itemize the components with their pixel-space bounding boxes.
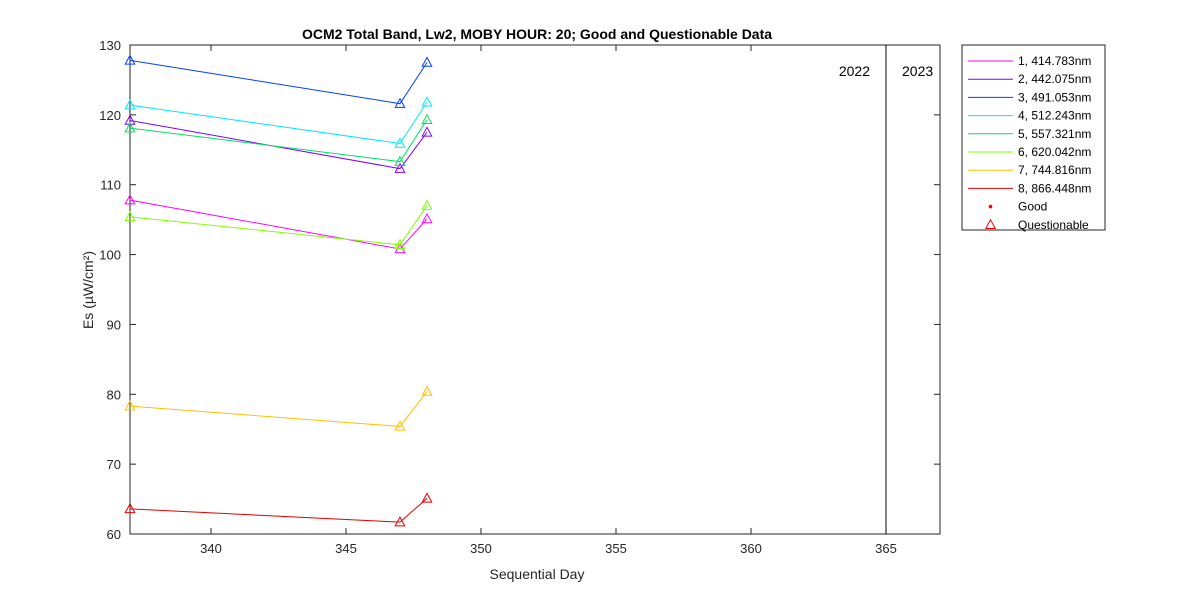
data-point-marker [394, 137, 406, 148]
y-tick-label: 110 [100, 178, 121, 193]
data-point-marker [124, 194, 136, 205]
x-tick-label: 365 [875, 541, 897, 556]
data-point-marker [394, 238, 406, 250]
data-point-marker [421, 56, 433, 67]
data-point-marker [394, 420, 406, 431]
legend: 1, 414.783nm 2, 442.075nm 3, 491.053nm 4, 5… [961, 44, 1106, 232]
data-point-marker [124, 210, 136, 222]
x-tick-label: 340 [200, 541, 222, 556]
data-point-marker [124, 99, 136, 110]
legend-label-7: 7, 744.816nm [1018, 163, 1091, 177]
plot-frame [129, 44, 941, 535]
legend-label-1: 1, 414.783nm [1018, 54, 1091, 68]
x-tick-label: 355 [605, 541, 627, 556]
chart-title: OCM2 Total Band, Lw2, MOBY HOUR: 20; Goo… [302, 26, 772, 42]
series-line [129, 119, 428, 170]
legend-label-5: 5, 557.321nm [1018, 127, 1091, 141]
data-point-marker [421, 96, 433, 107]
data-point-marker [421, 212, 433, 224]
series-line [129, 59, 428, 105]
y-tick-label: 90 [107, 317, 121, 332]
y-tick-label: 60 [107, 527, 121, 542]
x-tick-label: 360 [740, 541, 762, 556]
legend-good-marker [988, 204, 993, 209]
x-axis-label: Sequential Day [490, 566, 585, 582]
legend-label-3: 3, 491.053nm [1018, 90, 1091, 104]
y-tick-label: 70 [107, 457, 121, 472]
legend-box [961, 44, 1106, 231]
y-tick-label: 120 [99, 108, 121, 123]
data-point-marker [421, 492, 433, 503]
series-6 [124, 199, 433, 250]
legend-label-8: 8, 866.448nm [1018, 181, 1091, 195]
series-5 [124, 113, 433, 166]
data-point-marker [421, 126, 433, 137]
x-tick-label: 350 [470, 541, 492, 556]
data-point-marker [421, 385, 433, 396]
y-tick-label: 130 [99, 38, 121, 53]
data-point-marker [394, 516, 406, 527]
legend-label-6: 6, 620.042nm [1018, 145, 1091, 159]
data-point-marker [124, 122, 136, 133]
series-4 [124, 96, 433, 148]
legend-label-good: Good [1018, 200, 1047, 214]
series-7 [124, 385, 433, 431]
data-point-marker [394, 162, 406, 173]
series-layer [124, 54, 433, 527]
y-tick-label: 100 [99, 248, 121, 263]
series-line [129, 102, 428, 145]
series-2 [124, 114, 433, 173]
data-point-marker [124, 502, 136, 514]
data-point-marker [394, 155, 406, 166]
legend-label-questionable: Questionable [1018, 218, 1089, 232]
x-tick-label: 345 [335, 541, 357, 556]
year-divider: 2022 2023 [839, 45, 933, 534]
data-point-marker [124, 114, 136, 125]
axis-ticks: 340 345 350 355 360 365 60 70 80 90 100 110 120 130 [99, 38, 940, 556]
year-label-2022: 2022 [839, 63, 870, 79]
series-3 [124, 54, 433, 108]
series-line [129, 119, 428, 163]
series-line [129, 391, 428, 427]
legend-label-4: 4, 512.243nm [1018, 109, 1091, 123]
y-tick-label: 80 [107, 387, 121, 402]
data-point-marker [421, 113, 433, 124]
legend-questionable-marker [984, 218, 997, 230]
series-8 [124, 492, 433, 527]
data-point-marker [394, 97, 406, 108]
data-point-marker [124, 400, 136, 411]
series-line [129, 205, 428, 246]
y-axis-label: Es (µW/cm²) [80, 251, 96, 329]
legend-label-2: 2, 442.075nm [1018, 72, 1091, 86]
year-label-2023: 2023 [902, 63, 933, 79]
series-line [129, 497, 428, 523]
data-point-marker [421, 199, 433, 210]
data-point-marker [124, 54, 136, 65]
